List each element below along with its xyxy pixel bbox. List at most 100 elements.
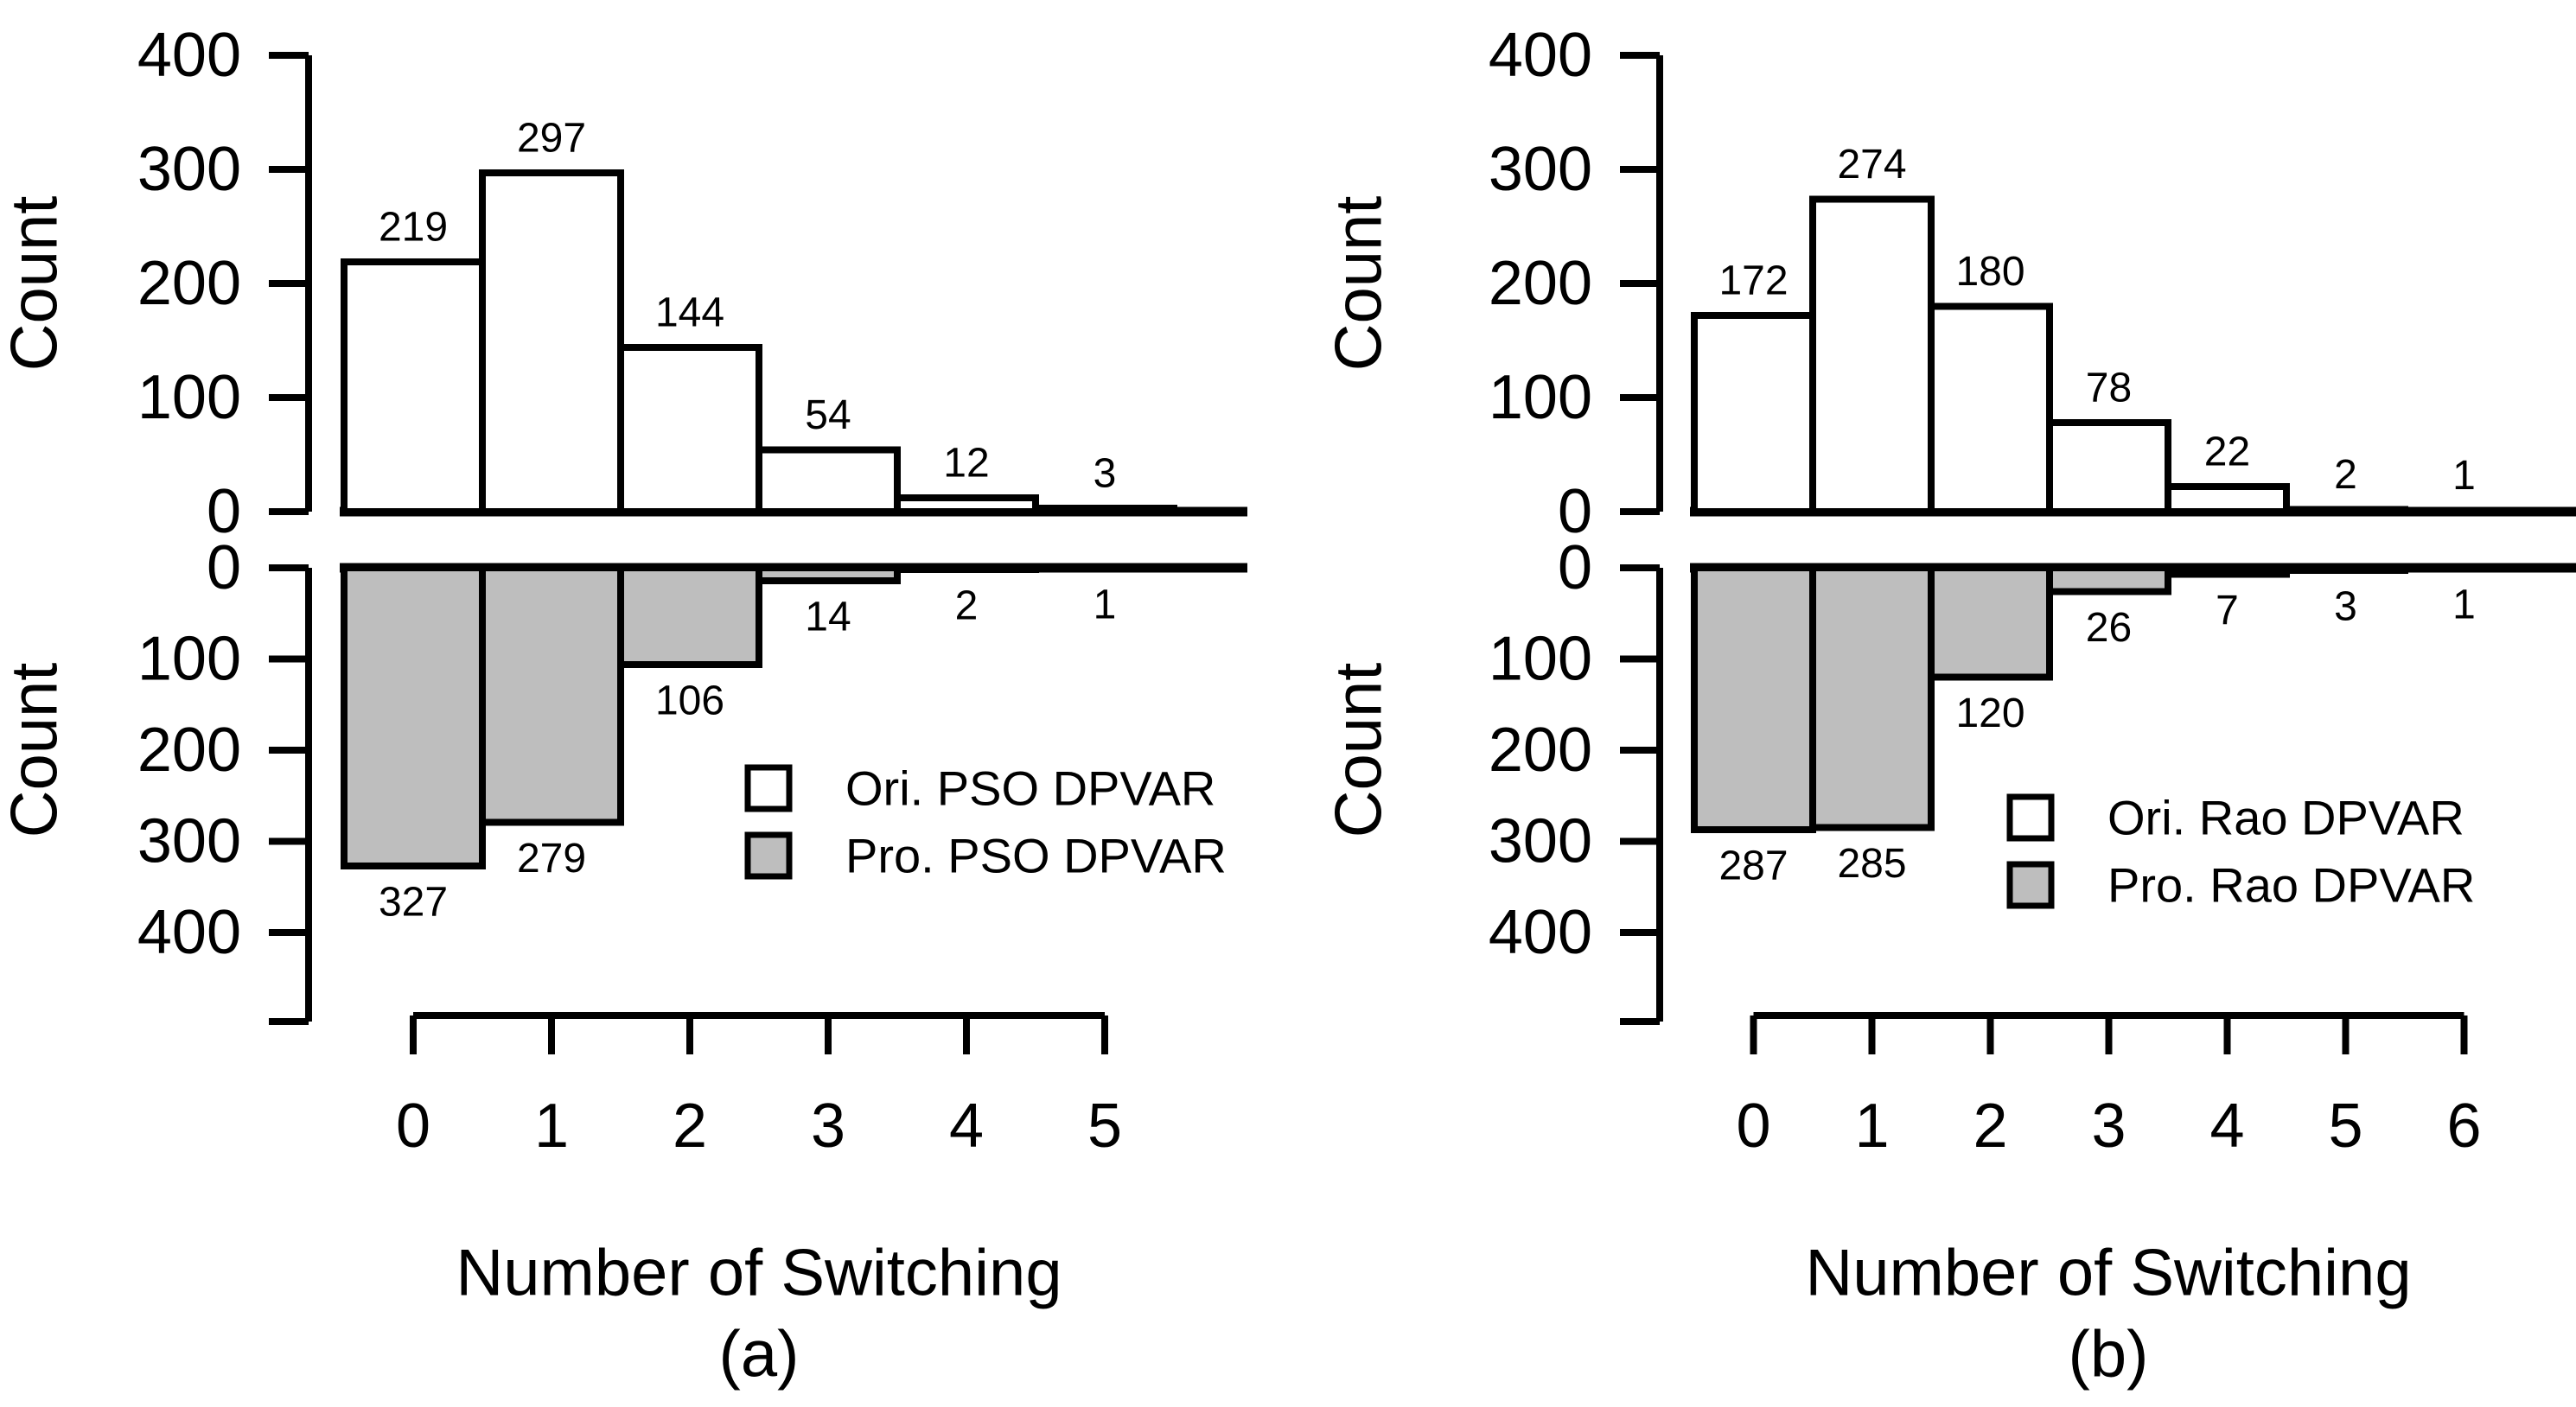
- x-tick-label: 1: [1854, 1092, 1889, 1161]
- top-bar-value-label: 274: [1837, 142, 1906, 188]
- top-bar: [756, 446, 901, 515]
- x-tick-label: 4: [2209, 1092, 2244, 1161]
- top-bar: [479, 169, 624, 516]
- bottom-bar-value-label: 7: [2216, 588, 2239, 633]
- bottom-bar: [2046, 564, 2171, 595]
- top-y-tick-label: 100: [1489, 363, 1592, 432]
- bottom-y-axis-title: Count: [0, 663, 72, 838]
- top-bar-value-label: 219: [379, 204, 448, 250]
- legend-label: Ori. Rao DPVAR: [2107, 791, 2464, 845]
- top-bar: [2401, 506, 2527, 515]
- top-bar: [617, 343, 762, 516]
- x-axis: 0 1 2 3 4 5 6: [1736, 1012, 2482, 1161]
- legend-swatch-gray: [2006, 861, 2055, 909]
- bottom-bar-value-label: 279: [517, 836, 586, 882]
- top-bar-value-label: 1: [2452, 453, 2476, 499]
- top-bar: [1032, 505, 1177, 515]
- bottom-bar: [1809, 564, 1935, 831]
- top-bar-value-label: 180: [1955, 249, 2024, 295]
- bottom-bar: [2401, 564, 2527, 573]
- bottom-bar: [341, 564, 486, 869]
- bottom-histogram: 287 285 120 26 7 3 1: [1690, 563, 2576, 888]
- top-bar-value-label: 12: [943, 441, 989, 487]
- top-histogram: 219 297 144 54 12 3: [340, 115, 1247, 517]
- legend-label: Pro. Rao DPVAR: [2107, 858, 2475, 913]
- bottom-y-tick-label: 400: [1489, 898, 1592, 967]
- bottom-bar: [1928, 564, 2053, 681]
- bottom-bar-value-label: 14: [805, 594, 851, 640]
- top-bar: [2046, 419, 2171, 516]
- top-bar: [894, 494, 1039, 515]
- bottom-bar-value-label: 3: [2334, 584, 2357, 630]
- bottom-bar-value-label: 327: [379, 879, 448, 925]
- panel-b: 0 100 200 300 400 0 100 200 300 400 172 274 180 78 22 2…: [1288, 0, 2576, 1407]
- x-tick-label: 6: [2446, 1092, 2481, 1161]
- legend: Ori. Rao DPVAR Pro. Rao DPVAR: [2006, 791, 2475, 913]
- top-bar: [2165, 482, 2290, 516]
- bottom-bar: [756, 564, 901, 584]
- bottom-y-tick-label: 400: [137, 898, 241, 967]
- bottom-y-axis: 0 100 200 300 400: [1489, 533, 1663, 1025]
- bottom-bar-value-label: 285: [1837, 841, 1906, 887]
- legend-swatch-white: [2006, 793, 2055, 842]
- top-y-tick-label: 200: [137, 249, 241, 318]
- bottom-y-tick-label: 100: [1489, 625, 1592, 694]
- legend-label: Pro. PSO DPVAR: [845, 829, 1227, 883]
- bottom-bar: [2283, 564, 2408, 575]
- top-y-tick-label: 400: [1489, 21, 1592, 90]
- panel-a: 0 100 200 300 400 0 100 200 300 400 219 297 144 54 12 3…: [0, 21, 1247, 1391]
- bottom-y-tick-label: 300: [1489, 807, 1592, 876]
- bottom-y-tick-label: 300: [137, 807, 241, 876]
- legend-label: Ori. PSO DPVAR: [845, 761, 1215, 816]
- top-bar-value-label: 78: [2086, 366, 2132, 411]
- x-tick-label: 0: [396, 1092, 430, 1161]
- bottom-bar-value-label: 287: [1718, 843, 1788, 888]
- x-tick-label: 3: [811, 1092, 845, 1161]
- bottom-bar-value-label: 120: [1955, 691, 2024, 736]
- top-y-tick-label: 0: [1558, 477, 1592, 546]
- top-bar-value-label: 144: [655, 290, 724, 335]
- legend-swatch-gray: [744, 831, 793, 880]
- top-y-tick-label: 200: [1489, 249, 1592, 318]
- top-bar: [1809, 195, 1935, 515]
- panel-caption: (a): [719, 1318, 800, 1391]
- bottom-bar: [1032, 564, 1177, 573]
- top-bar-value-label: 3: [1094, 451, 1117, 497]
- x-tick-label: 2: [1973, 1092, 2007, 1161]
- bottom-bar-value-label: 26: [2086, 605, 2132, 651]
- x-axis-title: Number of Switching: [1805, 1237, 2411, 1310]
- titles: Number of Switching (b) Count Count: [1323, 196, 2412, 1391]
- legend-swatch-white: [744, 764, 793, 812]
- bottom-bar: [2165, 564, 2290, 578]
- x-tick-label: 0: [1736, 1092, 1770, 1161]
- bottom-bar-value-label: 2: [955, 583, 979, 629]
- bottom-bar: [1691, 564, 1816, 833]
- top-bar-value-label: 22: [2204, 429, 2250, 474]
- bottom-bar: [479, 564, 624, 826]
- top-y-tick-label: 400: [137, 21, 241, 90]
- bottom-y-tick-label: 200: [137, 716, 241, 785]
- top-y-axis-title: Count: [0, 196, 72, 372]
- top-bar-value-label: 54: [805, 392, 851, 438]
- top-y-tick-label: 300: [1489, 135, 1592, 204]
- top-y-axis: 0 100 200 300 400: [137, 21, 312, 546]
- bottom-y-axis-title: Count: [1323, 663, 1396, 838]
- top-bar: [341, 258, 486, 515]
- top-y-axis-title: Count: [1323, 196, 1396, 372]
- x-tick-label: 5: [2328, 1092, 2362, 1161]
- x-axis-title: Number of Switching: [456, 1237, 1062, 1310]
- bottom-bar: [617, 564, 762, 668]
- top-bar: [1928, 302, 2053, 515]
- panel-caption: (b): [2069, 1318, 2149, 1391]
- bottom-bar-value-label: 106: [655, 678, 724, 723]
- x-axis: 0 1 2 3 4 5: [396, 1012, 1122, 1161]
- bottom-histogram: 327 279 106 14 2 1: [340, 563, 1247, 925]
- top-bar: [1691, 311, 1816, 515]
- bottom-y-axis: 0 100 200 300 400: [137, 533, 312, 1025]
- x-tick-label: 3: [2091, 1092, 2126, 1161]
- x-tick-label: 4: [949, 1092, 984, 1161]
